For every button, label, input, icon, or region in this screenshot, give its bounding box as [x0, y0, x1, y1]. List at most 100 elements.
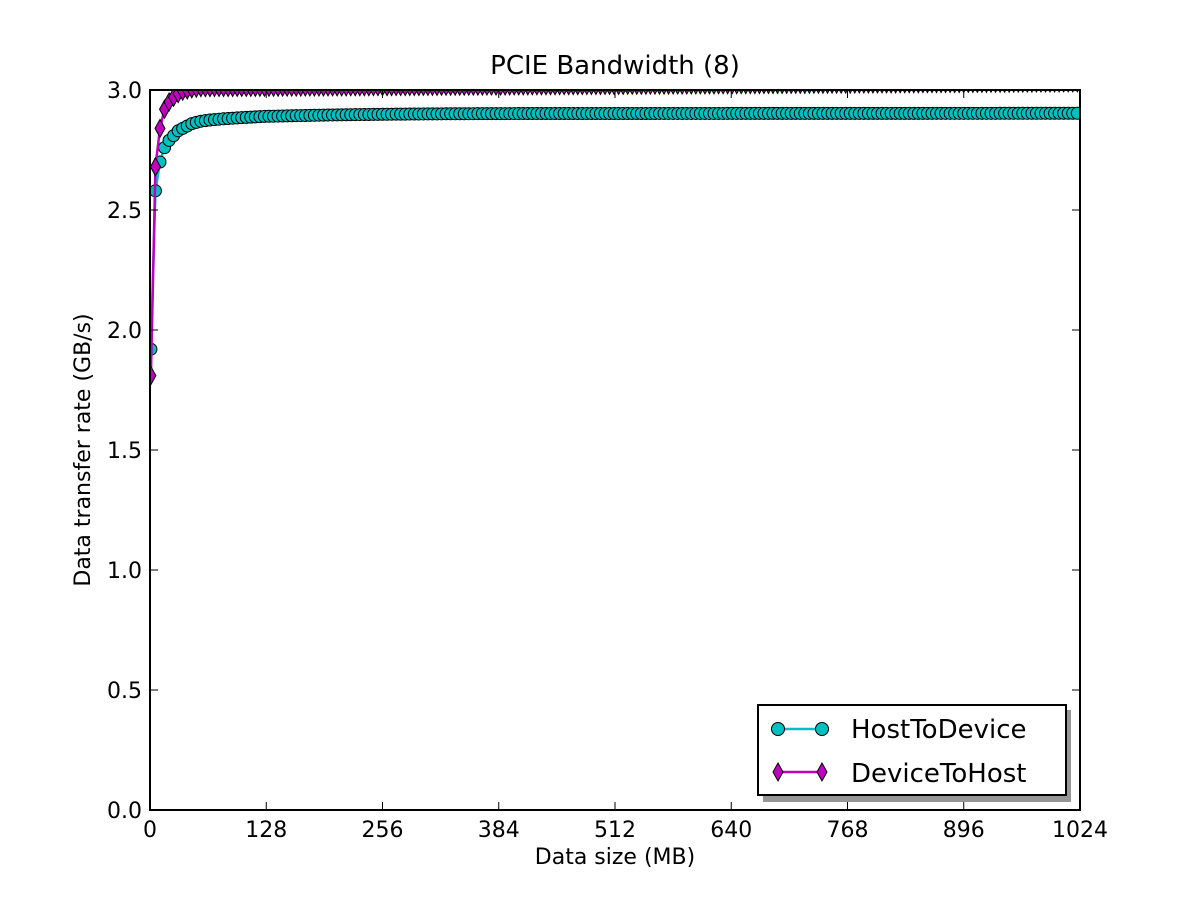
data-point-devicetohost-70: [465, 90, 473, 97]
data-point-devicetohost-99: [597, 90, 604, 96]
data-point-devicetohost-89: [551, 90, 559, 96]
legend-marker-hosttodevice-left: [771, 722, 785, 736]
data-point-devicetohost-92: [565, 90, 572, 96]
x-tick-label-6: 768: [827, 818, 869, 843]
data-point-devicetohost-87: [542, 90, 550, 96]
chart-title: PCIE Bandwidth (8): [490, 51, 740, 81]
data-point-devicetohost-85: [533, 90, 541, 96]
series-hosttodevice: [150, 106, 1080, 356]
series-layer: [150, 90, 1080, 386]
data-point-devicetohost-74: [483, 90, 491, 97]
data-point-devicetohost-81: [515, 90, 523, 96]
data-point-devicetohost-79: [506, 90, 513, 96]
data-point-devicetohost-111: [652, 90, 658, 96]
data-point-devicetohost-65: [442, 90, 450, 97]
data-point-devicetohost-47: [360, 90, 369, 97]
data-point-devicetohost-115: [670, 90, 676, 96]
data-point-devicetohost-48: [365, 90, 373, 97]
data-point-devicetohost-84: [529, 90, 536, 96]
data-point-devicetohost-110: [647, 90, 654, 96]
legend-marker-devicetohost-left: [772, 761, 784, 783]
x-tick-label-3: 384: [478, 818, 520, 843]
data-point-devicetohost-72: [474, 90, 482, 97]
plot-area: [150, 90, 1080, 810]
x-tick-label-5: 640: [710, 818, 752, 843]
data-point-devicetohost-46: [356, 90, 364, 97]
data-point-devicetohost-105: [624, 90, 631, 96]
legend-marker-hosttodevice-right: [815, 722, 829, 736]
data-point-devicetohost-82: [520, 90, 527, 96]
plot-frame: [149, 89, 1081, 811]
data-point-devicetohost-94: [574, 90, 581, 96]
data-point-devicetohost-58: [410, 90, 418, 97]
data-point-devicetohost-60: [419, 90, 427, 97]
legend-marker-devicetohost-right: [816, 761, 828, 783]
data-point-devicetohost-66: [447, 90, 455, 97]
data-point-devicetohost-91: [561, 90, 568, 96]
data-point-devicetohost-114: [665, 90, 672, 96]
data-point-devicetohost-73: [479, 90, 486, 97]
x-tick-label-4: 512: [594, 818, 636, 843]
x-tick-label-1: 128: [245, 818, 287, 843]
data-point-devicetohost-107: [633, 90, 640, 96]
x-axis-title: Data size (MB): [535, 845, 695, 870]
data-point-devicetohost-53: [387, 90, 396, 97]
legend-label-devicetohost: DeviceToHost: [851, 759, 1027, 789]
data-point-devicetohost-54: [392, 90, 400, 97]
data-point-devicetohost-103: [615, 90, 622, 96]
data-point-devicetohost-90: [556, 90, 563, 96]
x-tick-label-8: 1024: [1052, 818, 1108, 843]
data-point-devicetohost-52: [383, 90, 391, 97]
data-point-devicetohost-49: [369, 90, 378, 97]
y-tick-label-4: 2.0: [107, 319, 142, 344]
data-point-devicetohost-112: [656, 90, 663, 96]
y-tick-label-3: 1.5: [107, 439, 142, 464]
data-point-devicetohost-113: [661, 90, 667, 96]
data-point-devicetohost-86: [538, 90, 545, 96]
data-point-devicetohost-63: [433, 90, 441, 97]
data-point-devicetohost-56: [401, 90, 409, 97]
data-point-devicetohost-97: [588, 90, 595, 96]
data-point-devicetohost-95: [579, 90, 586, 96]
data-point-devicetohost-106: [629, 90, 636, 96]
y-axis-title: Data transfer rate (GB/s): [71, 313, 96, 586]
tick-layer: 0 128 256 384 512 640 768 896 1024 0.0 0.5 1.0 1.5 2.…: [107, 79, 1108, 843]
data-point-devicetohost-78: [501, 90, 509, 96]
y-tick-label-0: 0.0: [107, 799, 142, 824]
data-point-devicetohost-64: [438, 90, 446, 97]
data-point-devicetohost-93: [570, 90, 577, 96]
y-tick-label-2: 1.0: [107, 559, 142, 584]
data-point-devicetohost-96: [583, 90, 590, 96]
data-point-devicetohost-100: [601, 90, 609, 96]
data-point-devicetohost-101: [606, 90, 613, 96]
x-tick-label-0: 0: [143, 818, 157, 843]
data-point-devicetohost-1: [150, 156, 162, 177]
data-point-devicetohost-75: [488, 90, 495, 97]
data-point-devicetohost-61: [424, 90, 432, 97]
data-point-devicetohost-88: [547, 90, 554, 96]
series-devicetohost: [150, 90, 1079, 386]
data-point-devicetohost-55: [397, 90, 405, 97]
data-point-devicetohost-69: [460, 90, 468, 97]
data-point-devicetohost-80: [510, 90, 518, 96]
data-point-devicetohost-68: [456, 90, 464, 97]
data-point-devicetohost-98: [592, 90, 599, 96]
y-tick-label-6: 3.0: [107, 79, 142, 104]
data-point-devicetohost-108: [638, 90, 645, 96]
y-tick-label-5: 2.5: [107, 199, 142, 224]
data-point-devicetohost-76: [492, 90, 500, 97]
data-point-devicetohost-83: [524, 90, 532, 96]
x-tick-label-7: 896: [943, 818, 985, 843]
data-point-devicetohost-71: [469, 90, 477, 97]
legend-box: [757, 704, 1067, 796]
data-point-devicetohost-104: [620, 90, 627, 96]
data-point-hosttodevice-204: [1070, 106, 1080, 120]
data-point-devicetohost-2: [154, 118, 166, 139]
data-point-devicetohost-62: [428, 90, 436, 97]
legend-label-hosttodevice: HostToDevice: [851, 715, 1027, 745]
y-tick-label-1: 0.5: [107, 679, 142, 704]
data-point-devicetohost-57: [406, 90, 414, 97]
legend: HostToDevice DeviceToHost: [757, 704, 1071, 802]
